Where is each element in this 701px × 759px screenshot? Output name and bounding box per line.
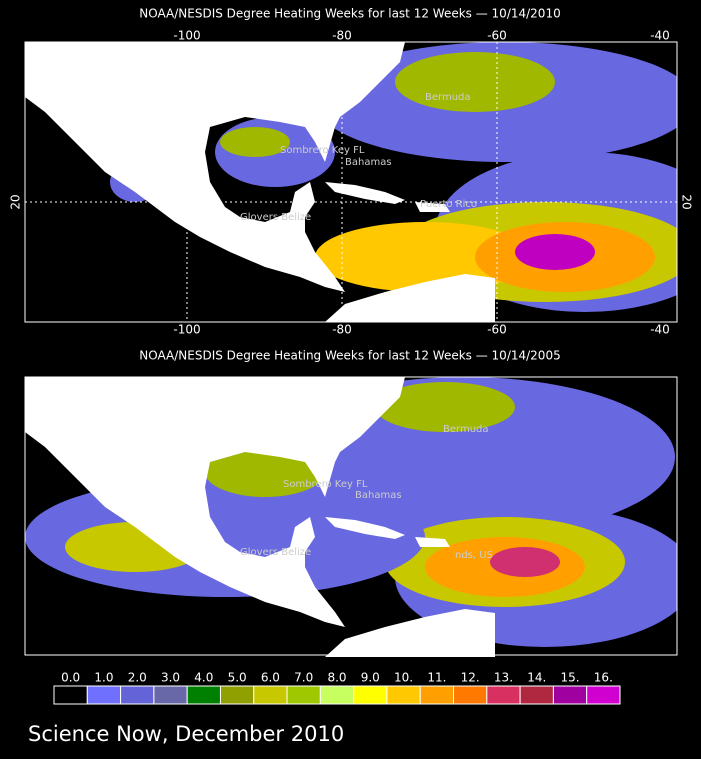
lon-label: -80 <box>332 323 352 337</box>
colorbar-label: 15. <box>561 671 580 685</box>
color-swatch <box>286 685 321 705</box>
lon-label: -60 <box>487 29 507 43</box>
colorbar-label: 3.0 <box>161 671 180 685</box>
lat-label: 20 <box>680 194 694 209</box>
map-panel: Bermuda Sombrero Key FL Bahamas Glovers … <box>24 376 678 657</box>
colorbar-label: 10. <box>394 671 413 685</box>
lon-label: -40 <box>650 323 670 337</box>
colorbar-label: 7.0 <box>294 671 313 685</box>
place-label: Puerto Rico <box>420 199 477 210</box>
place-label: Bahamas <box>355 490 402 501</box>
color-swatch <box>353 685 388 705</box>
caption: Science Now, December 2010 <box>28 722 344 746</box>
color-swatch <box>386 685 421 705</box>
color-swatch <box>419 685 455 705</box>
map-title: NOAA/NESDIS Degree Heating Weeks for las… <box>139 7 560 21</box>
color-swatch <box>86 685 122 705</box>
color-swatch <box>253 685 288 705</box>
color-swatch <box>219 685 255 705</box>
color-swatch <box>552 685 588 705</box>
colorbar-label: 0.0 <box>61 671 80 685</box>
colorbar-label: 14. <box>527 671 546 685</box>
color-swatch <box>586 685 621 705</box>
color-swatch <box>486 685 521 705</box>
lon-label: -100 <box>173 29 200 43</box>
lon-label: -100 <box>173 323 200 337</box>
colorbar-label: 4.0 <box>194 671 213 685</box>
map-title: NOAA/NESDIS Degree Heating Weeks for las… <box>139 349 560 363</box>
colorbar-label: 1.0 <box>94 671 113 685</box>
place-label: Bermuda <box>425 92 471 103</box>
colorbar-label: 11. <box>427 671 446 685</box>
color-swatch <box>519 685 554 705</box>
colorbar-label: 2.0 <box>128 671 147 685</box>
place-label: nds, US <box>455 550 493 561</box>
place-label: Bahamas <box>345 157 392 168</box>
color-swatch <box>120 685 155 705</box>
color-swatch <box>453 685 488 705</box>
colorbar-label: 6.0 <box>261 671 280 685</box>
lon-label: -40 <box>650 29 670 43</box>
colorbar-label: 13. <box>494 671 513 685</box>
place-label: Glovers Belize <box>240 212 311 223</box>
lat-label: 20 <box>9 194 23 209</box>
color-swatch <box>319 685 355 705</box>
place-label: Bermuda <box>443 424 489 435</box>
colorbar: 0.0 1.0 2.0 3.0 4.0 5.0 6.0 7.0 8.0 9.0 10. 11. 12. 1… <box>53 671 621 705</box>
place-label: Glovers Belize <box>240 547 311 558</box>
map-panel: Bermuda Sombrero Key FL Bahamas Glovers … <box>24 41 678 323</box>
colorbar-label: 16. <box>594 671 613 685</box>
color-swatch <box>153 685 188 705</box>
colorbar-label: 9.0 <box>361 671 380 685</box>
colorbar-label: 5.0 <box>228 671 247 685</box>
place-label: Sombrero Key FL <box>283 479 368 490</box>
place-label: Sombrero Key FL <box>280 145 365 156</box>
colorbar-label: 8.0 <box>327 671 346 685</box>
color-swatch <box>53 685 88 705</box>
color-swatch <box>186 685 221 705</box>
colorbar-label: 12. <box>461 671 480 685</box>
lon-label: -60 <box>487 323 507 337</box>
lon-label: -80 <box>332 29 352 43</box>
